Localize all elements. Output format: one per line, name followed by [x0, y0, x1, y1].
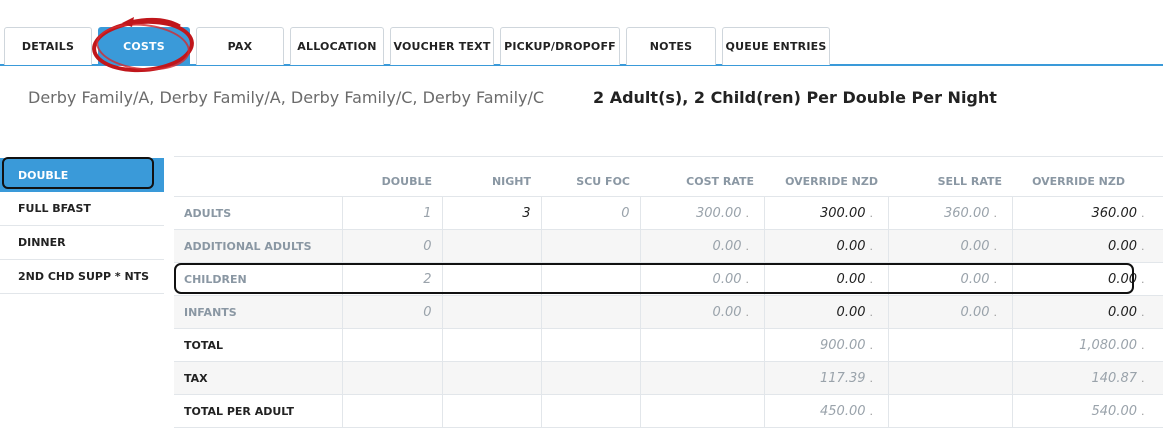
empty-cell	[442, 361, 542, 395]
row-label: CHILDREN	[174, 262, 343, 296]
table-header-row: DOUBLE NIGHT SCU FOC COST RATE OVERRIDE …	[174, 156, 1163, 197]
sell-rate-value: 0.00.	[888, 229, 1013, 263]
empty-cell	[640, 394, 765, 428]
empty-cell	[342, 328, 443, 362]
override-cost-input[interactable]: 0.00.	[764, 295, 889, 329]
sidebar-item-double[interactable]: DOUBLE	[0, 158, 164, 192]
cost-rate-value: 0.00.	[640, 295, 765, 329]
scu-foc-cell	[541, 229, 641, 263]
night-cell	[442, 229, 542, 263]
empty-cell	[888, 361, 1013, 395]
table-row-additional-adults: ADDITIONAL ADULTS 0 0.00. 0.00. 0.00. 0.…	[174, 229, 1163, 263]
scu-foc-input[interactable]: 0	[541, 196, 641, 230]
row-label: TAX	[174, 361, 343, 395]
empty-cell	[342, 394, 443, 428]
cost-rate-value: 0.00.	[640, 262, 765, 296]
tab-allocation[interactable]: ALLOCATION	[290, 27, 384, 65]
empty-cell	[640, 328, 765, 362]
override-cost-input[interactable]: 300.00.	[764, 196, 889, 230]
cost-rate-value: 300.00.	[640, 196, 765, 230]
row-label: ADDITIONAL ADULTS	[174, 229, 343, 263]
table-row-adults: ADULTS 1 3 0 300.00. 300.00. 360.00. 360…	[174, 196, 1163, 230]
row-label: TOTAL PER ADULT	[174, 394, 343, 428]
sell-rate-value: 360.00.	[888, 196, 1013, 230]
empty-cell	[442, 328, 542, 362]
table-row-tax: TAX 117.39. 140.87.	[174, 361, 1163, 395]
override-sell-input[interactable]: 0.00.	[1012, 295, 1163, 329]
tab-voucher-text[interactable]: VOUCHER TEXT	[390, 27, 494, 65]
tab-costs[interactable]: COSTS	[98, 27, 190, 65]
passenger-names: Derby Family/A, Derby Family/A, Derby Fa…	[28, 88, 545, 107]
col-header-double: DOUBLE	[342, 156, 442, 197]
col-header-sell-rate: SELL RATE	[888, 156, 1012, 197]
sell-rate-value: 0.00.	[888, 262, 1013, 296]
double-input[interactable]: 0	[342, 229, 443, 263]
col-header-override-cost: OVERRIDE NZD	[764, 156, 888, 197]
tab-notes[interactable]: NOTES	[626, 27, 716, 65]
night-cell	[442, 262, 542, 296]
sidebar-item-dinner[interactable]: DINNER	[0, 226, 164, 260]
empty-cell	[342, 361, 443, 395]
double-input[interactable]: 2	[342, 262, 443, 296]
tab-pax[interactable]: PAX	[196, 27, 284, 65]
override-cost-input[interactable]: 0.00.	[764, 262, 889, 296]
scu-foc-cell	[541, 295, 641, 329]
empty-cell	[541, 361, 641, 395]
empty-cell	[888, 328, 1013, 362]
per-adult-cost-value: 450.00.	[764, 394, 889, 428]
sidebar-item-2nd-chd-supp[interactable]: 2ND CHD SUPP * NTS	[0, 260, 164, 294]
table-row-children: CHILDREN 2 0.00. 0.00. 0.00. 0.00.	[174, 262, 1163, 296]
empty-cell	[442, 394, 542, 428]
col-header-label	[174, 156, 342, 197]
total-sell-value: 1,080.00.	[1012, 328, 1163, 362]
override-sell-input[interactable]: 0.00.	[1012, 229, 1163, 263]
empty-cell	[541, 328, 641, 362]
table-row-total-per-adult: TOTAL PER ADULT 450.00. 540.00.	[174, 394, 1163, 428]
tab-queue-entries[interactable]: QUEUE ENTRIES	[722, 27, 830, 65]
empty-cell	[640, 361, 765, 395]
override-sell-input[interactable]: 360.00.	[1012, 196, 1163, 230]
per-adult-sell-value: 540.00.	[1012, 394, 1163, 428]
row-label: ADULTS	[174, 196, 343, 230]
row-label: INFANTS	[174, 295, 343, 329]
night-input[interactable]: 3	[442, 196, 542, 230]
rate-description: 2 Adult(s), 2 Child(ren) Per Double Per …	[593, 88, 997, 107]
tax-sell-value: 140.87.	[1012, 361, 1163, 395]
tax-cost-value: 117.39.	[764, 361, 889, 395]
col-header-cost-rate: COST RATE	[640, 156, 764, 197]
total-cost-value: 900.00.	[764, 328, 889, 362]
cost-table: DOUBLE NIGHT SCU FOC COST RATE OVERRIDE …	[174, 156, 1163, 428]
tab-bar: DETAILS COSTS PAX ALLOCATION VOUCHER TEX…	[0, 0, 1163, 66]
scu-foc-cell	[541, 262, 641, 296]
double-input[interactable]: 1	[342, 196, 443, 230]
cost-rate-value: 0.00.	[640, 229, 765, 263]
col-header-override-sell: OVERRIDE NZD	[1012, 156, 1163, 197]
cost-item-list: DOUBLE FULL BFAST DINNER 2ND CHD SUPP * …	[0, 158, 164, 294]
sell-rate-value: 0.00.	[888, 295, 1013, 329]
double-input[interactable]: 0	[342, 295, 443, 329]
tab-pickup-dropoff[interactable]: PICKUP/DROPOFF	[500, 27, 620, 65]
tab-details[interactable]: DETAILS	[4, 27, 92, 65]
empty-cell	[888, 394, 1013, 428]
override-sell-input[interactable]: 0.00.	[1012, 262, 1163, 296]
override-cost-input[interactable]: 0.00.	[764, 229, 889, 263]
col-header-night: NIGHT	[442, 156, 541, 197]
col-header-scu-foc: SCU FOC	[541, 156, 640, 197]
night-cell	[442, 295, 542, 329]
table-row-total: TOTAL 900.00. 1,080.00.	[174, 328, 1163, 362]
annotation-arrow-icon	[122, 17, 181, 28]
row-label: TOTAL	[174, 328, 343, 362]
sidebar-item-full-bfast[interactable]: FULL BFAST	[0, 192, 164, 226]
empty-cell	[541, 394, 641, 428]
table-row-infants: INFANTS 0 0.00. 0.00. 0.00. 0.00.	[174, 295, 1163, 329]
